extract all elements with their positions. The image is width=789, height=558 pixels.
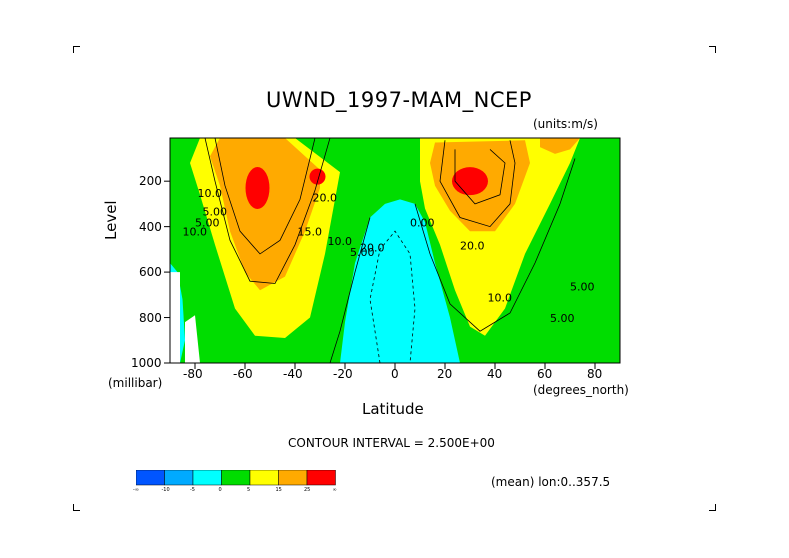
x-tick-label: -40 [283,367,303,381]
colorbar-label: 5 [247,487,251,493]
y-tick-label: 400 [139,219,162,234]
contour-label: 10.0 [198,187,223,200]
colorbar-swatch [249,470,279,486]
colorbar-swatch [192,470,222,486]
x-tick-label: 0 [391,367,399,381]
corner-mark-top-right [709,46,716,53]
x-axis-units: (degrees_north) [533,383,629,397]
y-tick-label: 600 [139,265,162,280]
chart-title: UWND_1997-MAM_NCEP [266,88,532,112]
jet-core-south-secondary [309,168,326,185]
x-tick-label: -60 [233,367,253,381]
x-tick-label: 60 [537,367,553,381]
colorbar-label: 15 [275,487,282,493]
contour-line-5 [329,217,371,363]
colorbar-label: -10 [161,487,170,493]
colorbar-label: ∞ [332,487,337,493]
band-orange-south [210,138,320,291]
corner-mark-top-left [73,46,80,53]
colorbar-label: -∞ [133,487,139,493]
band-orange-north-high [540,138,580,154]
jet-core-north [452,167,488,196]
band-cyan-easterlies [340,199,460,363]
x-axis-title: Latitude [362,400,424,418]
y-tick-label: 1000 [131,356,162,370]
colorbar-swatch [221,470,251,486]
contour-line-0 [204,138,331,284]
colorbar-label: 0 [218,487,222,493]
contour-label: 15.0 [298,226,323,239]
contour-interval-text: CONTOUR INTERVAL = 2.500E+00 [288,436,495,450]
y-tick-label: 200 [139,174,162,189]
contour-label: 5.00 [195,217,220,230]
x-tick-label: 80 [587,367,603,381]
colorbar-swatch [306,470,336,486]
contour-line-3 [454,149,506,205]
contour-label: 5.00 [203,205,228,218]
contour-line-1 [214,138,316,255]
contour-label: 20.0 [313,192,338,205]
band-white-terrain-2 [185,315,200,363]
colorbar [136,470,336,486]
x-tick-label: 20 [437,367,453,381]
colorbar-swatch [164,470,194,486]
contour-line-4 [414,158,576,332]
contour-label: 5.00 [550,312,575,325]
contour-label: 5.00 [350,246,375,259]
corner-mark-bottom-left [73,504,80,511]
contour-label: 10.0 [183,226,208,239]
contour-line-negative [369,230,416,363]
y-tick-label: 800 [139,310,162,325]
contour-line-2 [439,140,516,228]
corner-mark-bottom-right [709,504,716,511]
x-tick-label: 40 [487,367,503,381]
contour-label: 5.00 [570,280,595,293]
colorbar-swatch [278,470,308,486]
contour-label: 20.0 [460,239,485,252]
band-white-terrain [170,272,180,363]
colorbar-swatch [136,470,165,486]
units-label: (units:m/s) [533,117,598,131]
contour-label: 20.0 [360,242,385,255]
colorbar-label: -5 [190,487,195,493]
contour-label: 10.0 [328,235,353,248]
x-tick-label: -20 [333,367,353,381]
colorbar-label: 25 [304,487,311,493]
x-tick-label: -80 [183,367,203,381]
y-axis-units: (millibar) [108,376,163,390]
jet-core-south [245,167,270,209]
contour-label: 0.00 [410,217,435,230]
contour-label: 10.0 [488,292,513,305]
mean-lon-text: (mean) lon:0..357.5 [491,475,611,489]
